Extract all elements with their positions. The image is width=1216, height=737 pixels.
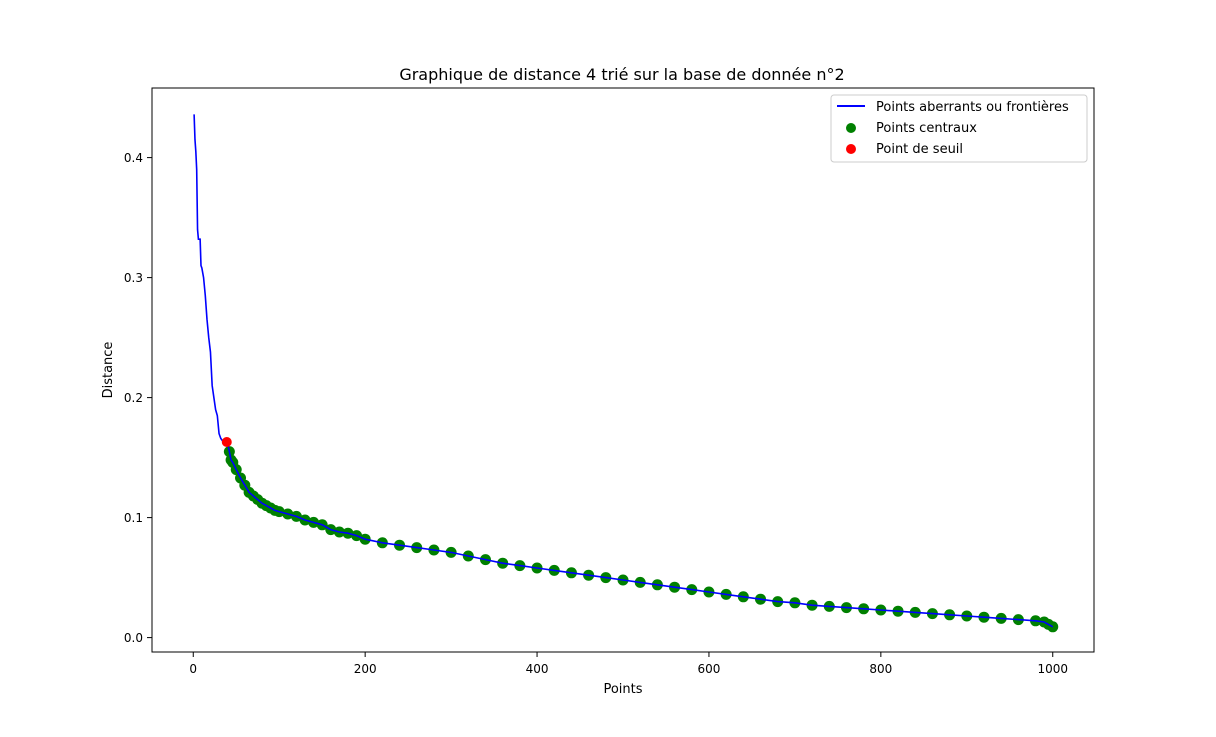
x-tick-label: 200	[354, 662, 377, 676]
x-axis: 0 200 400 600 800 1000	[189, 652, 1068, 676]
y-tick-label: 0.3	[124, 271, 143, 285]
legend-swatch-marker	[846, 144, 856, 154]
legend-label: Point de seuil	[876, 142, 963, 157]
legend-swatch-marker	[846, 123, 856, 133]
legend-item: Point de seuil	[846, 142, 963, 157]
legend-box	[830, 94, 1088, 163]
x-tick-label: 800	[869, 662, 892, 676]
y-axis-label: Distance	[101, 342, 116, 399]
threshold-point	[221, 437, 232, 447]
x-tick-label: 400	[526, 662, 549, 676]
legend: Points aberrants ou frontières Points cen…	[830, 94, 1088, 163]
plot-area-frame	[151, 87, 1095, 653]
legend-item: Points aberrants ou frontières	[837, 100, 1069, 115]
y-tick-label: 0.2	[124, 391, 143, 405]
x-tick-label: 600	[697, 662, 720, 676]
central-point	[1047, 621, 1059, 633]
x-tick-label: 0	[189, 662, 197, 676]
y-axis: 0.0 0.1 0.2 0.3 0.4	[124, 151, 152, 645]
y-tick-label: 0.4	[124, 151, 143, 165]
x-axis-label: Points	[603, 682, 642, 697]
y-tick-label: 0.0	[124, 631, 143, 645]
series-line-aberrants	[193, 114, 1054, 628]
legend-label: Points centraux	[876, 121, 977, 136]
chart-title: Graphique de distance 4 trié sur la base…	[399, 65, 844, 84]
y-tick-label: 0.1	[124, 511, 143, 525]
legend-item: Points centraux	[846, 121, 977, 136]
x-tick-label: 1000	[1037, 662, 1068, 676]
legend-label: Points aberrants ou frontières	[876, 100, 1069, 115]
